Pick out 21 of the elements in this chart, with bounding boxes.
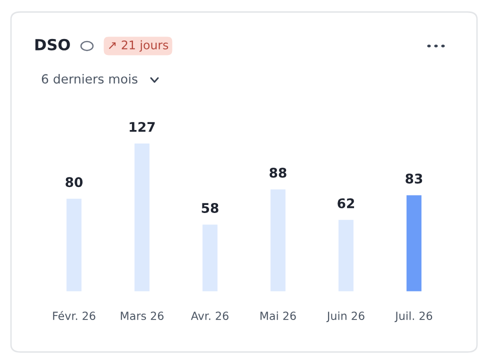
bar	[133, 142, 151, 292]
chart-title: DSO	[35, 38, 70, 50]
data-label: 83	[406, 174, 422, 184]
data-label: 58	[202, 203, 218, 213]
bar	[201, 223, 219, 292]
x-tick-label: Mars 26	[120, 312, 164, 320]
bar	[405, 194, 423, 292]
bar	[337, 218, 355, 292]
bar	[269, 188, 287, 292]
text: 6 derniers mois	[42, 74, 138, 84]
data-label: 80	[66, 177, 83, 188]
x-tick-label: Févr. 26	[53, 311, 96, 320]
x-tick-label: Mai 26	[260, 311, 296, 320]
x-tick-label: Juil. 26	[394, 311, 432, 322]
data-label: 62	[338, 198, 354, 208]
bar	[65, 197, 83, 292]
text: ↗ 21 jours	[108, 40, 168, 52]
data-label: 88	[270, 168, 286, 178]
data-label: 127	[130, 122, 155, 132]
x-tick-label: Avr. 26	[190, 312, 228, 320]
x-tick-label: Juin 26	[326, 311, 364, 322]
